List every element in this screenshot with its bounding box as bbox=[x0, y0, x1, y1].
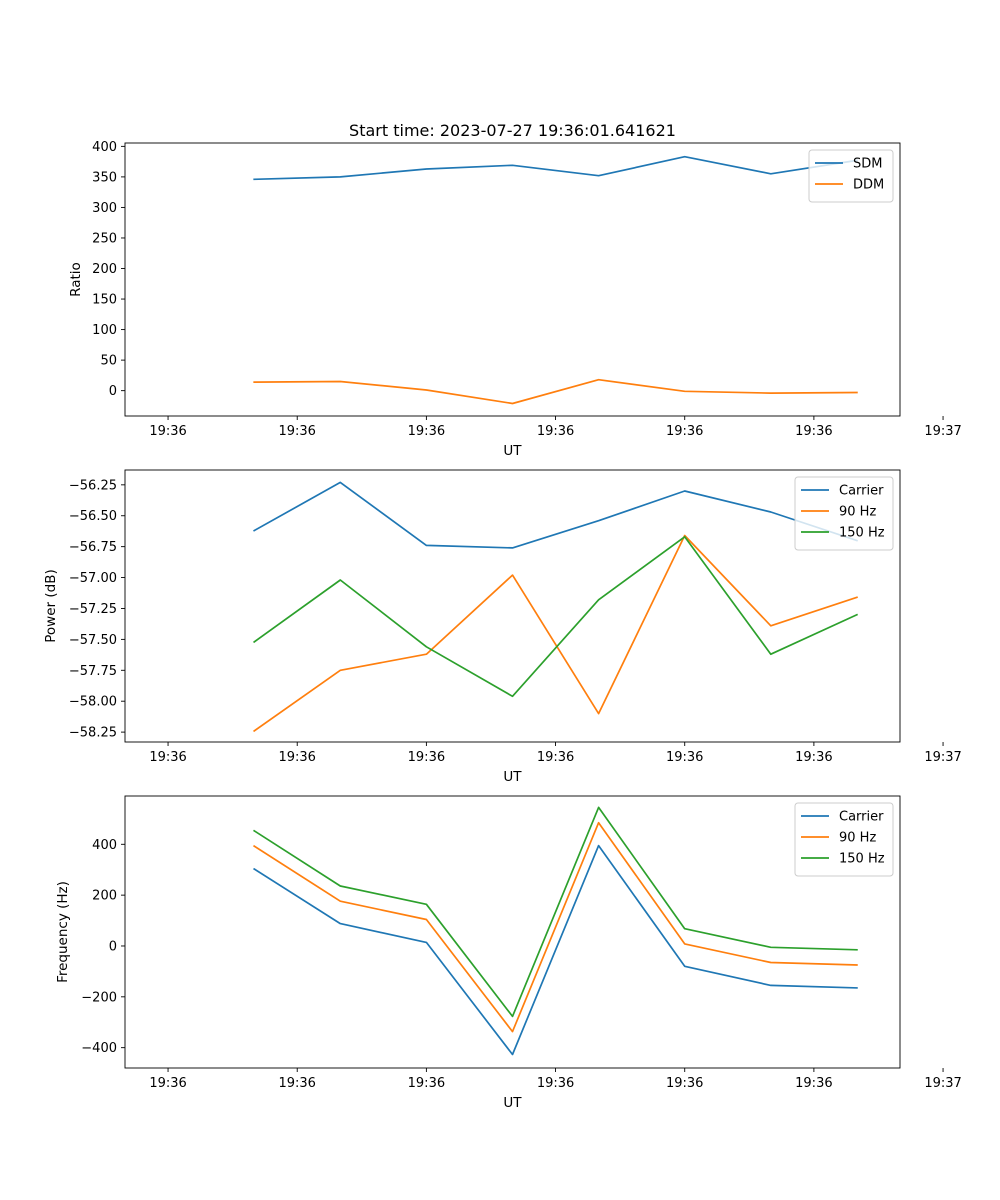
legend-label: DDM bbox=[853, 178, 884, 193]
x-axis-label: UT bbox=[503, 769, 522, 785]
series-line-150-hz bbox=[253, 535, 859, 698]
y-tick-label: 300 bbox=[92, 201, 117, 216]
x-tick-label: 19:36 bbox=[537, 424, 574, 439]
y-tick-label: −400 bbox=[81, 1041, 117, 1056]
x-tick-label: 19:36 bbox=[795, 424, 832, 439]
subplot-3: 19:36 19:36 19:36 19:36 19:36 19:36 19:37 −400 −… bbox=[55, 795, 962, 1111]
legend-label: Carrier bbox=[839, 484, 884, 499]
y-tick-label: 400 bbox=[92, 838, 117, 853]
chart-title: Start time: 2023-07-27 19:36:01.641621 bbox=[349, 121, 676, 140]
legend-label: 150 Hz bbox=[839, 526, 885, 541]
legend: Carrier 90 Hz 150 Hz bbox=[794, 476, 894, 551]
subplot-2: 19:36 19:36 19:36 19:36 19:36 19:36 19:37 −58.2… bbox=[43, 469, 962, 785]
legend: Carrier 90 Hz 150 Hz bbox=[794, 802, 894, 877]
y-tick-label: 50 bbox=[100, 354, 117, 369]
y-tick-label: 200 bbox=[92, 262, 117, 277]
series-line-sdm bbox=[253, 155, 858, 181]
x-tick-label: 19:36 bbox=[537, 1076, 574, 1091]
legend-label: 150 Hz bbox=[839, 852, 885, 867]
x-axis-label: UT bbox=[503, 1095, 522, 1111]
x-tick-label: 19:36 bbox=[149, 424, 186, 439]
x-tick-label: 19:36 bbox=[795, 750, 832, 765]
x-tick-label: 19:36 bbox=[149, 750, 186, 765]
x-tick-label: 19:36 bbox=[408, 1076, 445, 1091]
legend-label: Carrier bbox=[839, 810, 884, 825]
x-tick-label: 19:36 bbox=[278, 424, 315, 439]
axes-frame bbox=[124, 795, 901, 1069]
x-tick-label: 19:36 bbox=[666, 1076, 703, 1091]
y-tick-label: −56.25 bbox=[69, 478, 117, 493]
x-tick-label: 19:36 bbox=[408, 424, 445, 439]
y-tick-label: −57.50 bbox=[69, 633, 117, 648]
axes-frame bbox=[124, 142, 901, 417]
series-line-90-hz bbox=[253, 534, 858, 733]
y-tick-label: 250 bbox=[92, 231, 117, 246]
legend-label: SDM bbox=[853, 157, 882, 172]
x-tick-label: 19:36 bbox=[278, 750, 315, 765]
y-tick-label: −57.00 bbox=[69, 571, 117, 586]
x-tick-label: 19:36 bbox=[666, 750, 703, 765]
y-tick-label: 350 bbox=[92, 170, 117, 185]
series-line-150-hz bbox=[253, 806, 858, 1018]
legend: SDM DDM bbox=[808, 149, 894, 203]
x-tick-label: 19:36 bbox=[278, 1076, 315, 1091]
series-line-carrier bbox=[253, 844, 858, 1056]
y-tick-label: 200 bbox=[92, 889, 117, 904]
axes-frame bbox=[124, 469, 901, 743]
x-tick-label: 19:36 bbox=[408, 750, 445, 765]
x-tick-label: 19:36 bbox=[149, 1076, 186, 1091]
series-line-90-hz bbox=[253, 821, 858, 1033]
legend-label: 90 Hz bbox=[839, 505, 876, 520]
y-tick-label: −58.25 bbox=[69, 726, 117, 741]
x-axis-label: UT bbox=[503, 443, 522, 459]
y-tick-label: −57.25 bbox=[69, 602, 117, 617]
y-tick-label: −200 bbox=[81, 990, 117, 1005]
series-line-ddm bbox=[253, 378, 858, 405]
series-line-carrier bbox=[253, 481, 858, 549]
y-tick-label: 150 bbox=[92, 293, 117, 308]
legend-label: 90 Hz bbox=[839, 831, 876, 846]
y-axis-label: Power (dB) bbox=[43, 569, 59, 642]
x-tick-label: 19:36 bbox=[795, 1076, 832, 1091]
x-tick-label: 19:36 bbox=[537, 750, 574, 765]
y-axis-label: Frequency (Hz) bbox=[55, 881, 71, 983]
x-tick-label: 19:37 bbox=[924, 1076, 961, 1091]
y-tick-label: −56.75 bbox=[69, 540, 117, 555]
x-tick-label: 19:37 bbox=[924, 750, 961, 765]
y-tick-label: −58.00 bbox=[69, 695, 117, 710]
y-axis-label: Ratio bbox=[68, 262, 84, 297]
y-tick-label: 0 bbox=[109, 939, 117, 954]
x-tick-label: 19:37 bbox=[924, 424, 961, 439]
y-tick-label: −57.75 bbox=[69, 664, 117, 679]
y-tick-label: 400 bbox=[92, 140, 117, 155]
subplot-1: 19:36 19:36 19:36 19:36 19:36 19:36 19:37 0 50 10… bbox=[68, 121, 962, 459]
x-tick-label: 19:36 bbox=[666, 424, 703, 439]
y-tick-label: 0 bbox=[109, 384, 117, 399]
y-tick-label: −56.50 bbox=[69, 509, 117, 524]
y-tick-label: 100 bbox=[92, 323, 117, 338]
